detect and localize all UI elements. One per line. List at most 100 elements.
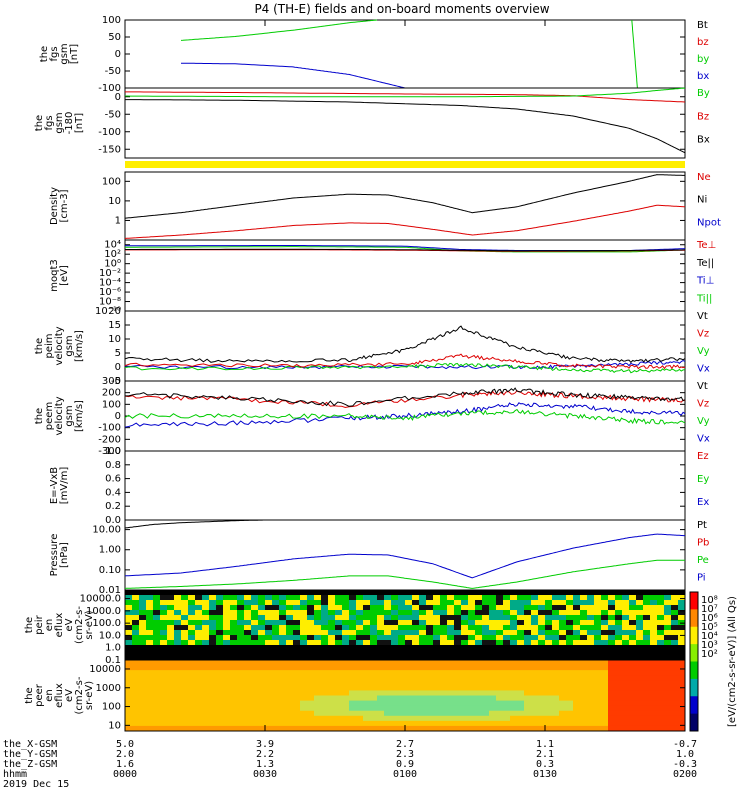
heatmap-cell — [125, 630, 133, 636]
heatmap-cell — [678, 720, 686, 727]
heatmap-cell — [454, 705, 462, 712]
heatmap-cell — [678, 725, 686, 732]
heatmap-cell — [510, 635, 518, 641]
heatmap-cell — [139, 695, 147, 702]
heatmap-cell — [188, 640, 196, 646]
heatmap-cell — [594, 665, 602, 671]
heatmap-cell — [650, 655, 658, 661]
heatmap-cell — [545, 630, 553, 636]
heatmap-cell — [622, 680, 630, 686]
heatmap-cell — [643, 715, 651, 722]
heatmap-cell — [223, 675, 231, 681]
heatmap-cell — [132, 600, 140, 606]
heatmap-cell — [342, 610, 350, 616]
heatmap-cell — [552, 625, 560, 631]
heatmap-cell — [384, 660, 392, 666]
heatmap-cell — [391, 600, 399, 606]
heatmap-cell — [279, 630, 287, 636]
colorbar-cell — [690, 605, 698, 610]
heatmap-cell — [265, 625, 273, 631]
heatmap-cell — [664, 610, 672, 616]
heatmap-cell — [587, 640, 595, 646]
heatmap-cell — [580, 625, 588, 631]
heatmap-cell — [489, 665, 497, 671]
heatmap-cell — [566, 725, 574, 732]
heatmap-cell — [279, 710, 287, 717]
heatmap-cell — [503, 620, 511, 626]
heatmap-cell — [342, 695, 350, 702]
heatmap-cell — [671, 675, 679, 681]
heatmap-cell — [230, 710, 238, 717]
heatmap-cell — [594, 615, 602, 621]
heatmap-cell — [230, 675, 238, 681]
heatmap-cell — [650, 705, 658, 712]
heatmap-cell — [335, 590, 343, 596]
heatmap-cell — [587, 675, 595, 681]
heatmap-cell — [559, 720, 567, 727]
y-axis-label: [nPa] — [59, 542, 70, 568]
heatmap-cell — [566, 625, 574, 631]
heatmap-cell — [153, 595, 161, 601]
ephemeris-value: 2.0 — [116, 749, 134, 760]
heatmap-cell — [629, 645, 637, 651]
legend-entry: bx — [697, 71, 709, 82]
heatmap-cell — [230, 680, 238, 686]
heatmap-cell — [377, 680, 385, 686]
heatmap-cell — [643, 595, 651, 601]
heatmap-cell — [321, 640, 329, 646]
heatmap-cell — [349, 695, 357, 702]
heatmap-cell — [510, 625, 518, 631]
heatmap-cell — [300, 635, 308, 641]
heatmap-cell — [342, 630, 350, 636]
heatmap-cell — [650, 650, 658, 656]
heatmap-cell — [447, 675, 455, 681]
heatmap-cell — [615, 680, 623, 686]
heatmap-cell — [286, 725, 294, 732]
heatmap-cell — [321, 600, 329, 606]
heatmap-cell — [265, 595, 273, 601]
heatmap-cell — [181, 635, 189, 641]
heatmap-cell — [496, 665, 504, 671]
heatmap-cell — [678, 640, 686, 646]
heatmap-cell — [293, 590, 301, 596]
heatmap-cell — [601, 610, 609, 616]
heatmap-cell — [664, 715, 672, 722]
heatmap-cell — [510, 690, 518, 696]
heatmap-cell — [587, 620, 595, 626]
heatmap-cell — [608, 685, 616, 691]
heatmap-cell — [461, 695, 469, 702]
heatmap-cell — [657, 650, 665, 656]
heatmap-cell — [482, 700, 490, 707]
legend-entry: By — [697, 88, 710, 99]
heatmap-cell — [286, 695, 294, 702]
heatmap-cell — [216, 725, 224, 732]
heatmap-cell — [552, 635, 560, 641]
heatmap-cell — [195, 610, 203, 616]
heatmap-cell — [258, 710, 266, 717]
heatmap-cell — [461, 710, 469, 717]
heatmap-cell — [587, 665, 595, 671]
heatmap-cell — [398, 685, 406, 691]
heatmap-cell — [209, 670, 217, 676]
heatmap-cell — [510, 655, 518, 661]
heatmap-cell — [342, 645, 350, 651]
heatmap-cell — [174, 640, 182, 646]
heatmap-cell — [482, 610, 490, 616]
heatmap-cell — [615, 725, 623, 732]
heatmap-cell — [300, 595, 308, 601]
heatmap-cell — [657, 685, 665, 691]
colorbar-cell — [690, 727, 698, 732]
heatmap-cell — [671, 595, 679, 601]
heatmap-cell — [503, 610, 511, 616]
heatmap-cell — [510, 600, 518, 606]
heatmap-cell — [181, 605, 189, 611]
heatmap-cell — [335, 655, 343, 661]
heatmap-cell — [349, 595, 357, 601]
heatmap-cell — [643, 670, 651, 676]
heatmap-cell — [531, 685, 539, 691]
y-axis-label: (cm2-s- — [74, 606, 85, 644]
heatmap-cell — [398, 665, 406, 671]
heatmap-cell — [167, 640, 175, 646]
heatmap-cell — [363, 670, 371, 676]
heatmap-cell — [202, 615, 210, 621]
